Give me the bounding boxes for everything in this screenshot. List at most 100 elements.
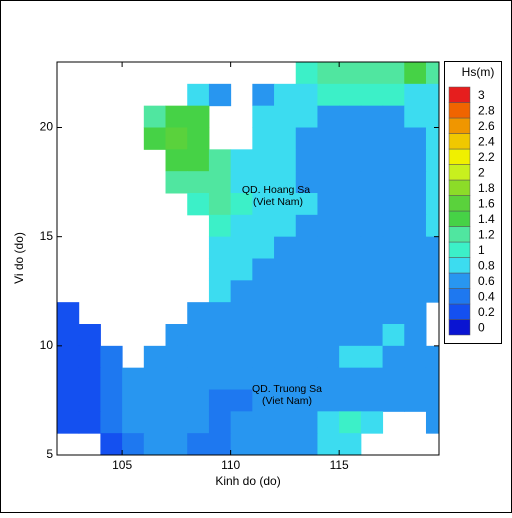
field-cell [100, 345, 123, 369]
field-cell [295, 127, 318, 150]
field-cell [382, 171, 405, 194]
annotation: (Viet Nam) [253, 196, 303, 208]
field-cell [339, 171, 362, 194]
field-cell [404, 171, 427, 194]
field-cell [382, 214, 405, 238]
colorbar-label: 1.4 [478, 212, 495, 226]
field-cell [339, 389, 362, 412]
field-cell [317, 62, 340, 85]
field-cell [382, 389, 405, 412]
colorbar-cell [448, 272, 471, 289]
field-cell [317, 367, 340, 390]
y-tick-label: 10 [40, 338, 54, 352]
field-cell [339, 280, 362, 303]
field-cell [404, 345, 427, 369]
field-cell [404, 62, 427, 85]
field-cell [208, 171, 232, 194]
field-cell [274, 105, 297, 128]
field [57, 62, 439, 455]
field-cell [339, 83, 362, 107]
field-cell [252, 214, 275, 238]
colorbar-cell [448, 195, 471, 212]
field-cell [208, 83, 232, 107]
colorbar-cell [448, 319, 471, 336]
field-cell [382, 302, 405, 325]
field-cell [143, 127, 167, 150]
field-cell [295, 280, 318, 303]
field-cell [208, 389, 232, 412]
field-cell [252, 433, 275, 455]
field-cell [78, 389, 101, 412]
field-cell [339, 411, 362, 434]
y-axis-label: Vi do (do) [12, 232, 26, 284]
colorbar-cell [448, 303, 471, 320]
field-cell [425, 280, 439, 303]
field-cell [360, 411, 384, 434]
field-cell [317, 193, 340, 216]
field-cell [208, 193, 232, 216]
field-cell [165, 367, 188, 390]
field-cell [295, 389, 318, 412]
field-cell [230, 324, 253, 347]
field-cell [252, 127, 275, 150]
field-cell [360, 280, 384, 303]
colorbar-label: 0.8 [478, 258, 495, 272]
field-cell [57, 324, 80, 347]
field-cell [252, 236, 275, 259]
field-cell [208, 433, 232, 455]
field-cell [382, 367, 405, 390]
field-cell [360, 258, 384, 281]
field-cell [295, 171, 318, 194]
field-cell [295, 214, 318, 238]
field-cell [274, 345, 297, 369]
annotation: QD. Truong Sa [252, 383, 322, 395]
field-cell [425, 389, 439, 412]
field-cell [404, 193, 427, 216]
field-cell [339, 345, 362, 369]
field-cell [425, 62, 439, 85]
colorbar-label: 2 [478, 165, 485, 179]
field-cell [317, 389, 340, 412]
field-cell [208, 149, 232, 172]
colorbar-cell [448, 164, 471, 181]
field-cell [360, 324, 384, 347]
field-cell [274, 411, 297, 434]
field-cell [360, 105, 384, 128]
field-cell [382, 62, 405, 85]
field-cell [143, 345, 167, 369]
colorbar-label: 2.4 [478, 134, 495, 148]
x-tick-label: 110 [221, 458, 240, 472]
field-cell [404, 236, 427, 259]
field-cell [78, 367, 101, 390]
field-cell [100, 389, 123, 412]
field-cell [78, 324, 101, 347]
field-cell [382, 345, 405, 369]
field-cell [382, 105, 405, 128]
field-cell [252, 193, 275, 216]
field-cell [404, 367, 427, 390]
colorbar-label: 1.8 [478, 181, 495, 195]
field-cell [360, 367, 384, 390]
field-cell [425, 214, 439, 238]
field-cell [57, 302, 80, 325]
field-cell [143, 105, 167, 128]
y-tick-label: 5 [46, 447, 53, 461]
colorbar-cell [448, 226, 471, 243]
field-cell [425, 258, 439, 281]
field-cell [187, 411, 210, 434]
field-cell [165, 324, 188, 347]
field-cell [425, 83, 439, 107]
field-cell [252, 105, 275, 128]
field-cell [165, 127, 188, 150]
field-cell [295, 258, 318, 281]
field-cell [339, 367, 362, 390]
colorbar-label: 1 [478, 243, 485, 257]
field-cell [165, 433, 188, 455]
colorbar-cell [448, 257, 471, 274]
field-cell [404, 127, 427, 150]
field-cell [165, 149, 188, 172]
field-cell [360, 83, 384, 107]
field-cell [274, 83, 297, 107]
field-cell [317, 214, 340, 238]
